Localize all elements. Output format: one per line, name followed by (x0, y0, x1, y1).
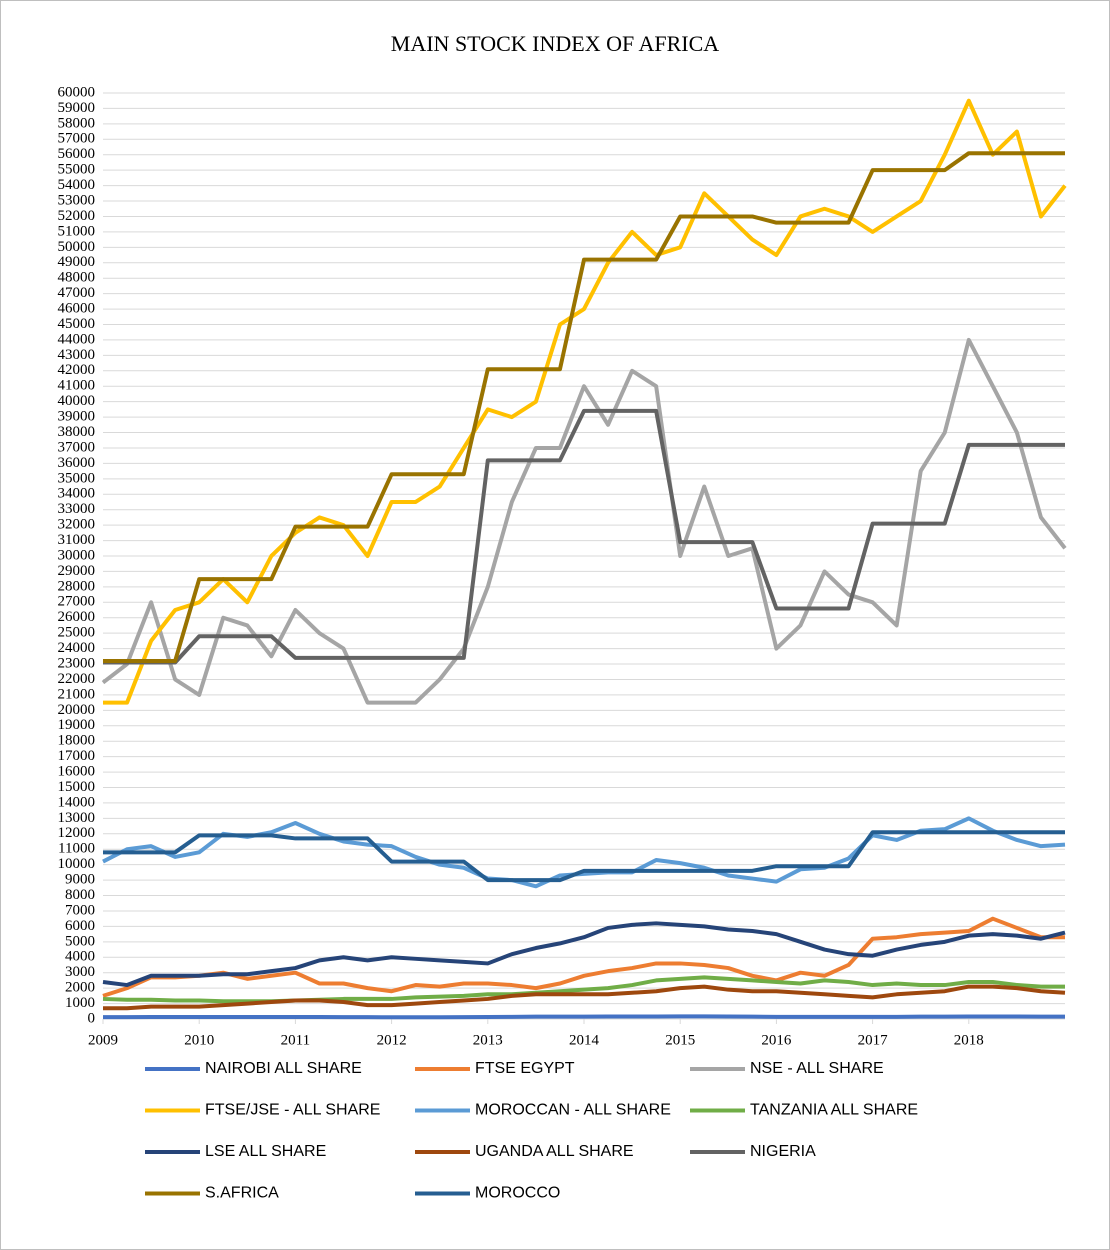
series-line (103, 98, 1067, 705)
y-tick-label: 12000 (58, 825, 96, 841)
y-tick-label: 26000 (58, 609, 96, 625)
y-tick-label: 60000 (58, 84, 96, 100)
x-tick-label: 2017 (858, 1032, 889, 1048)
y-tick-label: 3000 (65, 964, 95, 980)
y-tick-label: 52000 (58, 208, 96, 224)
y-tick-label: 38000 (58, 424, 96, 440)
y-tick-label: 0 (88, 1010, 96, 1026)
series-line (103, 151, 1065, 663)
y-tick-label: 22000 (58, 671, 96, 687)
x-tick-label: 2013 (473, 1032, 503, 1048)
y-tick-label: 17000 (58, 748, 96, 764)
y-tick-label: 50000 (58, 239, 96, 255)
x-tick-label: 2009 (88, 1032, 118, 1048)
y-tick-label: 11000 (58, 841, 95, 857)
legend-label: UGANDA ALL SHARE (475, 1143, 634, 1160)
y-tick-label: 53000 (58, 192, 96, 208)
y-tick-label: 56000 (58, 146, 96, 162)
y-tick-label: 15000 (58, 779, 96, 795)
y-tick-label: 21000 (58, 686, 96, 702)
y-tick-label: 35000 (58, 470, 96, 486)
y-tick-label: 13000 (58, 810, 96, 826)
legend-label: FTSE/JSE - ALL SHARE (205, 1102, 380, 1119)
legend-label: NIGERIA (750, 1143, 816, 1160)
x-tick-label: 2015 (665, 1032, 695, 1048)
y-tick-label: 28000 (58, 578, 96, 594)
y-tick-label: 51000 (58, 223, 96, 239)
series-line (103, 984, 1066, 1011)
y-tick-label: 39000 (58, 409, 96, 425)
x-tick-label: 2010 (184, 1032, 214, 1048)
y-tick-label: 25000 (58, 625, 96, 641)
legend-label: NAIROBI ALL SHARE (205, 1060, 362, 1077)
y-tick-label: 20000 (58, 702, 96, 718)
y-tick-label: 4000 (65, 949, 95, 965)
y-tick-label: 54000 (58, 177, 96, 193)
y-tick-label: 33000 (58, 501, 96, 517)
x-tick-label: 2014 (569, 1032, 600, 1048)
y-tick-label: 58000 (58, 115, 96, 131)
y-tick-label: 31000 (58, 532, 96, 548)
y-tick-label: 34000 (58, 486, 96, 502)
y-tick-label: 57000 (58, 131, 96, 147)
y-tick-label: 7000 (65, 902, 95, 918)
y-tick-label: 29000 (58, 563, 96, 579)
y-tick-label: 5000 (65, 933, 95, 949)
x-tick-label: 2016 (761, 1032, 792, 1048)
y-tick-label: 6000 (65, 918, 95, 934)
legend-label: TANZANIA ALL SHARE (750, 1102, 918, 1119)
y-tick-label: 59000 (58, 100, 96, 116)
y-tick-label: 14000 (58, 794, 96, 810)
series-line (101, 337, 1067, 705)
y-tick-label: 44000 (58, 331, 96, 347)
x-tick-label: 2011 (281, 1032, 310, 1048)
y-tick-label: 47000 (58, 285, 96, 301)
y-tick-label: 23000 (58, 655, 96, 671)
y-tick-label: 48000 (58, 270, 96, 286)
series-line (103, 830, 1065, 883)
y-tick-label: 9000 (65, 872, 95, 888)
y-tick-label: 37000 (58, 439, 96, 455)
y-tick-label: 42000 (58, 362, 96, 378)
legend-label: LSE ALL SHARE (205, 1143, 326, 1160)
y-tick-label: 40000 (58, 393, 96, 409)
y-tick-label: 30000 (58, 547, 96, 563)
y-tick-label: 18000 (58, 733, 96, 749)
y-tick-label: 36000 (58, 455, 96, 471)
legend-label: MOROCCO (475, 1185, 560, 1202)
series-line (102, 921, 1066, 988)
y-tick-label: 43000 (58, 347, 96, 363)
y-tick-label: 19000 (58, 717, 96, 733)
y-tick-label: 55000 (58, 162, 96, 178)
y-tick-label: 16000 (58, 764, 96, 780)
series-line (102, 916, 1065, 998)
y-tick-label: 46000 (58, 301, 96, 317)
legend-label: MOROCCAN - ALL SHARE (475, 1102, 671, 1119)
y-tick-label: 24000 (58, 640, 96, 656)
legend-label: NSE - ALL SHARE (750, 1060, 884, 1077)
y-tick-label: 45000 (58, 316, 96, 332)
series-line (103, 1014, 1065, 1020)
x-tick-label: 2012 (377, 1032, 407, 1048)
y-tick-label: 41000 (58, 378, 96, 394)
legend-label: FTSE EGYPT (475, 1060, 575, 1077)
y-tick-label: 1000 (65, 995, 95, 1011)
x-tick-label: 2018 (954, 1032, 984, 1048)
chart-title: MAIN STOCK INDEX OF AFRICA (391, 31, 720, 56)
y-tick-label: 10000 (58, 856, 96, 872)
y-tick-label: 2000 (65, 980, 95, 996)
legend-label: S.AFRICA (205, 1185, 279, 1202)
series-line (103, 408, 1065, 665)
y-tick-label: 8000 (65, 887, 95, 903)
y-tick-label: 32000 (58, 517, 96, 533)
y-tick-label: 27000 (58, 594, 96, 610)
y-tick-label: 49000 (58, 254, 96, 270)
